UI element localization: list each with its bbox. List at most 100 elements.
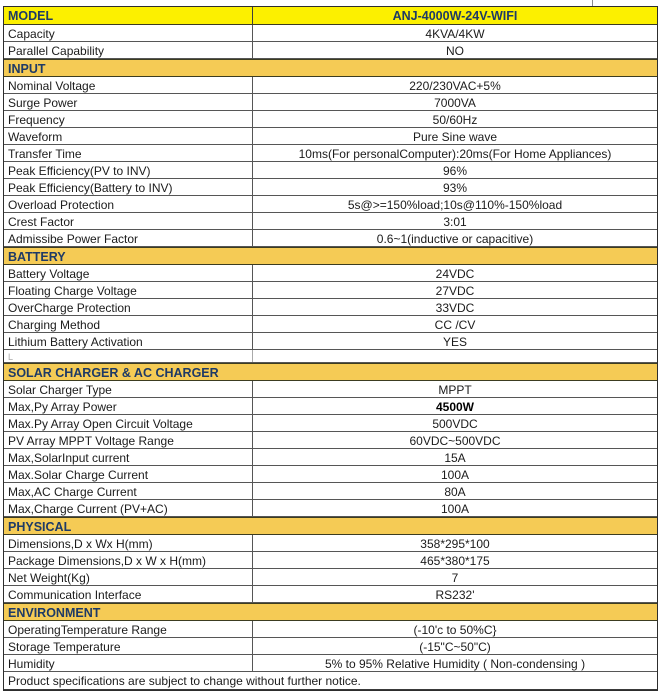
table-row: Max.Py Array Open Circuit Voltage 500VDC [4, 415, 657, 432]
spec-label: Capacity [4, 25, 253, 41]
spec-value: YES [442, 334, 467, 349]
spec-label: Max,Charge Current (PV+AC) [4, 500, 253, 516]
table-row: Floating Charge Voltage 27VDC [4, 282, 657, 299]
spec-label: Admissibe Power Factor [4, 230, 253, 246]
spec-value: MPPT [438, 382, 472, 397]
spec-value: 0.6~1(inductive or capacitive) [376, 231, 534, 246]
spec-value: CC /CV [434, 317, 476, 332]
spec-value: 93% [442, 180, 468, 195]
spec-label: Solar Charger Type [4, 381, 253, 397]
spec-value: 10ms(For personalComputer):20ms(For Home… [298, 146, 612, 161]
section-header-row: INPUT [4, 59, 657, 77]
table-row: Lithium Battery Activation YES [4, 333, 657, 350]
spec-value: 50/60Hz [432, 112, 478, 127]
table-row: Dimensions,D x Wx H(mm) 358*295*100 [4, 535, 657, 552]
table-row: Nominal Voltage 220/230VAC+5% [4, 77, 657, 94]
table-row: Max.Solar Charge Current 100A [4, 466, 657, 483]
spec-value: (-15"C~50"C) [419, 639, 491, 654]
spec-label: Waveform [4, 128, 253, 144]
section-title: SOLAR CHARGER & AC CHARGER [8, 365, 219, 380]
spec-value: 220/230VAC+5% [409, 78, 501, 93]
spec-label: Lithium Battery Activation [4, 333, 253, 349]
table-row: Max,AC Charge Current 80A [4, 483, 657, 500]
table-row: PV Array MPPT Voltage Range 60VDC~500VDC [4, 432, 657, 449]
spec-value: ANJ-4000W-24V-WIFI [392, 9, 518, 23]
spec-value: 60VDC~500VDC [409, 433, 501, 448]
spec-value: RS232' [435, 587, 475, 602]
footer-note: Product specifications are subject to ch… [8, 674, 361, 688]
spec-value: 80A [444, 484, 466, 499]
spec-label: Parallel Capability [4, 42, 253, 58]
spec-value: 100A [440, 501, 470, 516]
table-row: Surge Power 7000VA [4, 94, 657, 111]
spec-value: 500VDC [432, 416, 478, 431]
scan-artifact-tick [592, 0, 593, 6]
spec-label: OperatingTemperature Range [4, 621, 253, 637]
table-row: Battery Voltage 24VDC [4, 265, 657, 282]
spec-label: Battery Voltage [4, 265, 253, 281]
spec-value [253, 350, 657, 362]
table-row: Max,Py Array Power 4500W [4, 398, 657, 415]
table-row: Capacity 4KVA/4KW [4, 25, 657, 42]
spec-value: NO [446, 43, 464, 58]
section-title: PHYSICAL [8, 519, 72, 534]
spec-label: Max.Py Array Open Circuit Voltage [4, 415, 253, 431]
table-row: Solar Charger Type MPPT [4, 381, 657, 398]
spec-label: Net Weight(Kg) [4, 569, 253, 585]
table-row: Frequency 50/60Hz [4, 111, 657, 128]
spec-label: Peak Efficiency(PV to INV) [4, 162, 253, 178]
table-row: Storage Temperature (-15"C~50"C) [4, 638, 657, 655]
spec-label: Storage Temperature [4, 638, 253, 654]
section-title: BATTERY [8, 249, 66, 264]
spec-value: 27VDC [435, 283, 475, 298]
table-row: Net Weight(Kg) 7 [4, 569, 657, 586]
spec-label: Overload Protection [4, 196, 253, 212]
table-row: Peak Efficiency(Battery to INV) 93% [4, 179, 657, 196]
spec-label: OverCharge Protection [4, 299, 253, 315]
section-header-row: SOLAR CHARGER & AC CHARGER [4, 363, 657, 381]
spec-label: Nominal Voltage [4, 77, 253, 93]
spec-value: 3:01 [443, 214, 467, 229]
table-row: OverCharge Protection 33VDC [4, 299, 657, 316]
table-row: Parallel Capability NO [4, 42, 657, 59]
spec-label: Humidity [4, 655, 253, 671]
spec-label: Package Dimensions,D x W x H(mm) [4, 552, 253, 568]
spec-value: 33VDC [435, 300, 475, 315]
spec-label: Dimensions,D x Wx H(mm) [4, 535, 253, 551]
section-title: INPUT [8, 61, 46, 76]
table-row: Peak Efficiency(PV to INV) 96% [4, 162, 657, 179]
section-header-row: ENVIRONMENT [4, 603, 657, 621]
table-row: Communication Interface RS232' [4, 586, 657, 603]
spec-label: Surge Power [4, 94, 253, 110]
table-row: Waveform Pure Sine wave [4, 128, 657, 145]
spec-value: (-10'c to 50%C} [413, 622, 497, 637]
footer-note-row: Product specifications are subject to ch… [4, 672, 657, 690]
spec-label: L [4, 350, 253, 362]
spec-label: Max,SolarInput current [4, 449, 253, 465]
spec-label: Charging Method [4, 316, 253, 332]
section-title: ENVIRONMENT [8, 605, 101, 620]
spec-label: Peak Efficiency(Battery to INV) [4, 179, 253, 195]
spec-value: 7000VA [434, 95, 476, 110]
table-row: Max,Charge Current (PV+AC) 100A [4, 500, 657, 517]
spec-value: 5% to 95% Relative Humidity ( Non-conden… [324, 656, 586, 671]
spec-value: 96% [442, 163, 468, 178]
table-row: Humidity 5% to 95% Relative Humidity ( No… [4, 655, 657, 672]
spec-label: MODEL [4, 7, 253, 24]
table-row: Crest Factor 3:01 [4, 213, 657, 230]
spec-value: 5s@>=150%load;10s@110%-150%load [347, 197, 563, 212]
spec-label: Max,Py Array Power [4, 398, 253, 414]
spec-table: MODEL ANJ-4000W-24V-WIFI Capacity 4KVA/4KW P… [3, 6, 658, 691]
section-header-row: BATTERY [4, 247, 657, 265]
spec-value: 15A [444, 450, 466, 465]
spec-label: PV Array MPPT Voltage Range [4, 432, 253, 448]
spec-label: Transfer Time [4, 145, 253, 161]
spec-value: 7 [451, 570, 459, 585]
spec-value: 358*295*100 [420, 536, 490, 551]
spec-label: Frequency [4, 111, 253, 127]
section-header-row: PHYSICAL [4, 517, 657, 535]
table-row: Transfer Time 10ms(For personalComputer):… [4, 145, 657, 162]
spec-value: 465*380*175 [420, 553, 490, 568]
model-header-row: MODEL ANJ-4000W-24V-WIFI [4, 7, 657, 25]
table-row: OperatingTemperature Range (-10'c to 50%C… [4, 621, 657, 638]
